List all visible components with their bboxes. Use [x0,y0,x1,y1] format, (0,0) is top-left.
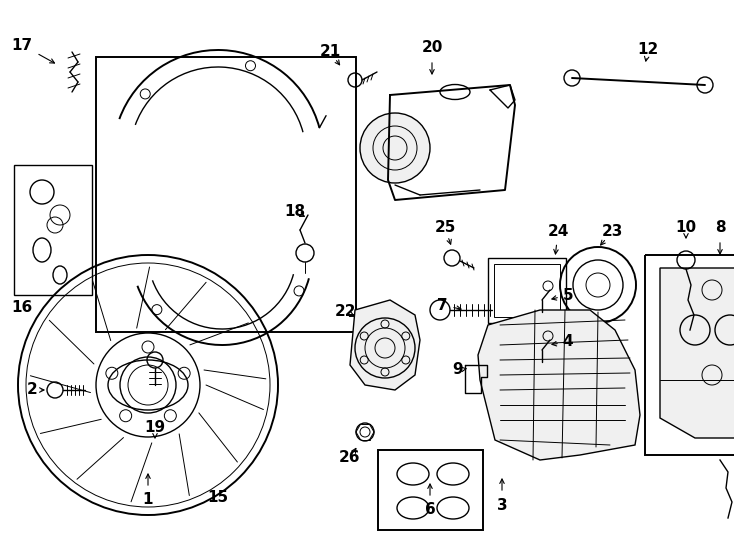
Text: 24: 24 [548,225,569,240]
Text: 3: 3 [497,497,507,512]
Text: 15: 15 [208,490,228,505]
Text: 23: 23 [601,225,622,240]
Bar [14,165,92,295]
Text: 10: 10 [675,220,697,235]
Text: 22: 22 [334,305,356,320]
Text: 9: 9 [453,362,463,377]
Bar [494,264,560,317]
Text: 12: 12 [637,43,658,57]
Text: 2: 2 [26,382,37,397]
Text: 5: 5 [563,287,573,302]
Text: 16: 16 [11,300,32,315]
Bar [488,258,566,323]
Text: 8: 8 [715,220,725,235]
Polygon shape [660,268,734,438]
Text: 6: 6 [425,503,435,517]
Text: 7: 7 [437,298,447,313]
Bar [96,57,356,332]
Polygon shape [350,300,420,390]
Text: 1: 1 [142,492,153,508]
Polygon shape [478,310,640,460]
Text: 20: 20 [421,40,443,56]
Text: 18: 18 [285,205,305,219]
Text: 4: 4 [563,334,573,349]
Text: 21: 21 [319,44,341,59]
Text: 25: 25 [435,220,456,235]
Text: 26: 26 [339,450,360,465]
Text: 19: 19 [145,421,166,435]
Bar [378,450,483,530]
Text: 17: 17 [12,37,32,52]
Circle shape [360,113,430,183]
Bar [645,255,734,455]
